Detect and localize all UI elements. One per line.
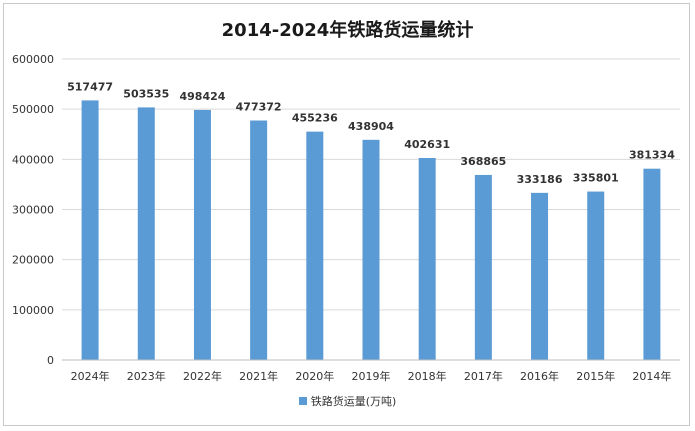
x-tick-label: 2018年 — [408, 369, 447, 383]
data-label: 517477 — [67, 80, 113, 93]
bar — [531, 192, 549, 360]
bar — [81, 100, 99, 360]
data-label: 455236 — [292, 112, 338, 125]
x-tick-label: 2022年 — [183, 369, 222, 383]
y-tick-label: 200000 — [12, 254, 54, 267]
bar — [137, 107, 155, 360]
x-tick-label: 2023年 — [127, 369, 166, 383]
y-tick-label: 300000 — [12, 204, 54, 217]
y-tick-label: 500000 — [12, 103, 54, 116]
data-label: 333186 — [517, 173, 563, 186]
chart-title: 2014-2024年铁路货运量统计 — [221, 20, 474, 41]
bar — [193, 109, 211, 360]
y-tick-label: 0 — [47, 354, 54, 367]
x-tick-label: 2017年 — [464, 369, 503, 383]
bar — [643, 168, 661, 360]
bar — [362, 139, 380, 360]
data-label: 335801 — [573, 172, 619, 185]
data-label: 368865 — [460, 155, 506, 168]
data-label: 477372 — [236, 101, 282, 114]
bar — [250, 120, 268, 361]
bar — [587, 191, 605, 360]
legend-swatch — [298, 397, 307, 405]
data-label: 503535 — [123, 87, 169, 100]
x-tick-label: 2020年 — [295, 369, 334, 383]
y-tick-label: 100000 — [12, 304, 54, 317]
x-tick-label: 2019年 — [352, 369, 391, 383]
y-axis: 0 100000 200000 300000 400000 500000 600000 — [12, 53, 54, 367]
data-labels: 517477 503535 498424 477372 455236 438904 4026… — [67, 80, 675, 185]
bar — [418, 158, 436, 360]
x-tick-label: 2021年 — [239, 369, 278, 383]
bar — [474, 174, 492, 360]
legend: 铁路货运量(万吨) — [0, 393, 695, 409]
bar — [306, 131, 324, 360]
legend-label: 铁路货运量(万吨) — [310, 395, 397, 408]
x-tick-label: 2024年 — [71, 369, 110, 383]
x-axis: 2024年 2023年 2022年 2021年 2020年 2019年 2018年 2017年… — [62, 359, 680, 383]
y-tick-label: 400000 — [12, 153, 54, 166]
y-tick-label: 600000 — [12, 53, 54, 66]
data-label: 498424 — [179, 90, 225, 103]
bars — [81, 100, 661, 361]
data-label: 438904 — [348, 120, 394, 133]
data-label: 402631 — [404, 138, 450, 151]
chart-frame — [3, 3, 690, 426]
data-label: 381334 — [629, 149, 675, 162]
x-tick-label: 2015年 — [576, 369, 615, 383]
x-tick-label: 2014年 — [632, 369, 671, 383]
x-tick-label: 2016年 — [520, 369, 559, 383]
